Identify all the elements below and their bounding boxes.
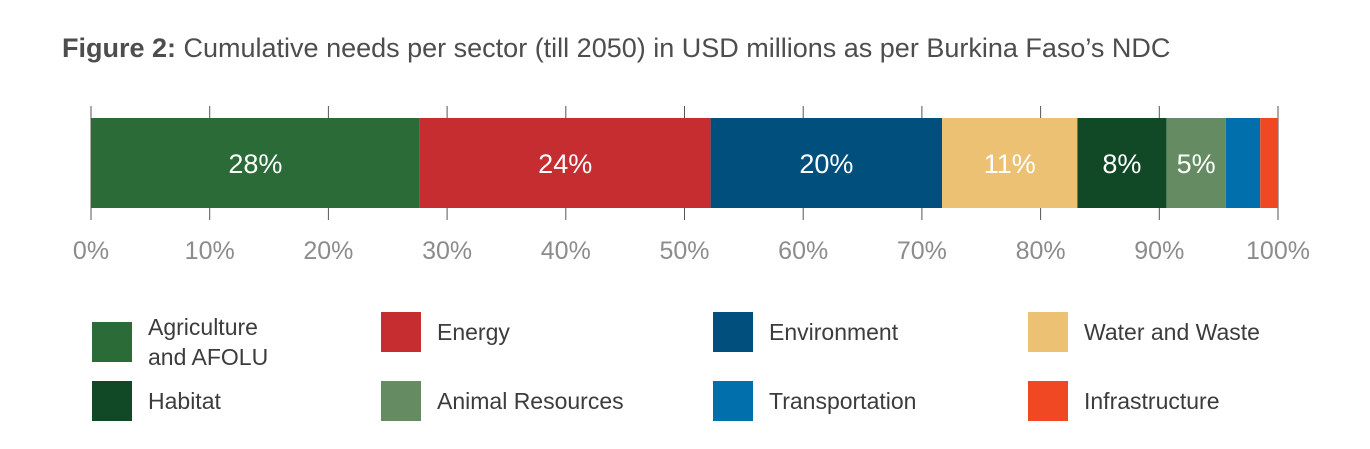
x-tick-label: 60% — [778, 237, 828, 265]
bar-segment-label: 5% — [1177, 149, 1216, 179]
bar-segment-label: 28% — [228, 149, 282, 179]
x-tick-label: 10% — [185, 237, 235, 265]
legend-label: Energy — [437, 319, 510, 345]
legend-label: Water and Waste — [1084, 319, 1260, 345]
legend-label: Transportation — [769, 388, 917, 414]
legend-swatch — [713, 381, 753, 421]
legend-label: Infrastructure — [1084, 388, 1220, 414]
bar-segment-label: 24% — [538, 149, 592, 179]
x-tick-label: 70% — [897, 237, 947, 265]
bar-segment — [1260, 118, 1279, 208]
bar-segment — [1077, 118, 1167, 208]
x-tick-label: 100% — [1246, 237, 1310, 265]
legend-swatch — [92, 381, 132, 421]
chart-title-prefix: Figure 2: — [62, 33, 177, 63]
bar-segment — [1225, 118, 1261, 208]
legend-item: Infrastructure — [1028, 381, 1220, 421]
legend-item: Habitat — [92, 381, 221, 421]
legend-item: Energy — [381, 312, 510, 352]
legend-label: Habitat — [148, 388, 221, 414]
bar-segment — [942, 118, 1078, 208]
legend-swatch — [1028, 381, 1068, 421]
bar-segment — [1166, 118, 1226, 208]
legend-item: Agriculture and AFOLU — [92, 312, 268, 372]
x-tick-label: 20% — [303, 237, 353, 265]
legend-label: Animal Resources — [437, 388, 624, 414]
x-tick-label: 50% — [659, 237, 709, 265]
x-tick-label: 0% — [73, 237, 109, 265]
x-tick-label: 90% — [1134, 237, 1184, 265]
bar-segments: 28% 24% 20% 11% 8% 5% — [91, 118, 1279, 208]
bar-segment-label: 20% — [799, 149, 853, 179]
bar-segment-label: 11% — [984, 149, 1036, 179]
legend-item: Animal Resources — [381, 381, 624, 421]
legend-label: Agriculture and AFOLU — [148, 314, 269, 370]
bar-segment — [710, 118, 943, 208]
x-tick-label: 80% — [1016, 237, 1066, 265]
bar-segment — [91, 118, 420, 208]
legend-label: Environment — [769, 319, 899, 345]
legend-swatch — [381, 381, 421, 421]
legend-swatch — [92, 322, 132, 362]
stacked-bar-chart: 0% 10% 20% 30% 40% 50% 60% 70% 80% 90% 100%28% 24% 2… — [73, 106, 1310, 265]
legend-swatch — [1028, 312, 1068, 352]
legend-item: Environment — [713, 312, 898, 352]
x-tick-label: 30% — [422, 237, 472, 265]
legend-swatch — [381, 312, 421, 352]
bar-segment — [419, 118, 711, 208]
legend-item: Water and Waste — [1028, 312, 1260, 352]
chart-title: Figure 2: Cumulative needs per sector (t… — [62, 30, 1170, 66]
legend-swatch — [713, 312, 753, 352]
bar-segment-label: 8% — [1102, 149, 1141, 179]
x-tick-label: 40% — [541, 237, 591, 265]
chart-title-text: Cumulative needs per sector (till 2050) … — [176, 33, 1171, 63]
legend-item: Transportation — [713, 381, 916, 421]
